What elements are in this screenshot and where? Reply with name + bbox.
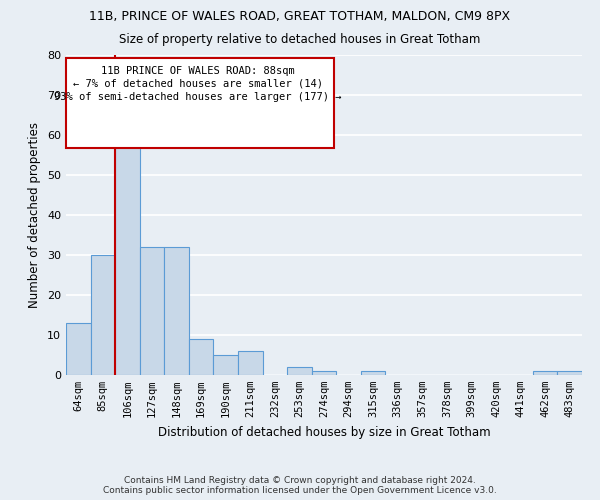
Bar [91, 255, 115, 375]
Bar [533, 371, 557, 375]
Bar [164, 247, 189, 375]
Bar [66, 323, 91, 375]
Bar [115, 135, 140, 375]
Bar [361, 371, 385, 375]
Bar [287, 367, 312, 375]
Bar [189, 339, 214, 375]
Bar [214, 355, 238, 375]
FancyBboxPatch shape [66, 58, 334, 148]
Text: 93% of semi-detached houses are larger (177) →: 93% of semi-detached houses are larger (… [54, 92, 341, 102]
Text: Size of property relative to detached houses in Great Totham: Size of property relative to detached ho… [119, 32, 481, 46]
Y-axis label: Number of detached properties: Number of detached properties [28, 122, 41, 308]
X-axis label: Distribution of detached houses by size in Great Totham: Distribution of detached houses by size … [158, 426, 490, 438]
Bar [238, 351, 263, 375]
Text: 11B, PRINCE OF WALES ROAD, GREAT TOTHAM, MALDON, CM9 8PX: 11B, PRINCE OF WALES ROAD, GREAT TOTHAM,… [89, 10, 511, 23]
Bar [312, 371, 336, 375]
Text: ← 7% of detached houses are smaller (14): ← 7% of detached houses are smaller (14) [73, 79, 323, 89]
Bar [557, 371, 582, 375]
Bar [140, 247, 164, 375]
Text: Contains HM Land Registry data © Crown copyright and database right 2024.
Contai: Contains HM Land Registry data © Crown c… [103, 476, 497, 495]
Text: 11B PRINCE OF WALES ROAD: 88sqm: 11B PRINCE OF WALES ROAD: 88sqm [101, 66, 295, 76]
